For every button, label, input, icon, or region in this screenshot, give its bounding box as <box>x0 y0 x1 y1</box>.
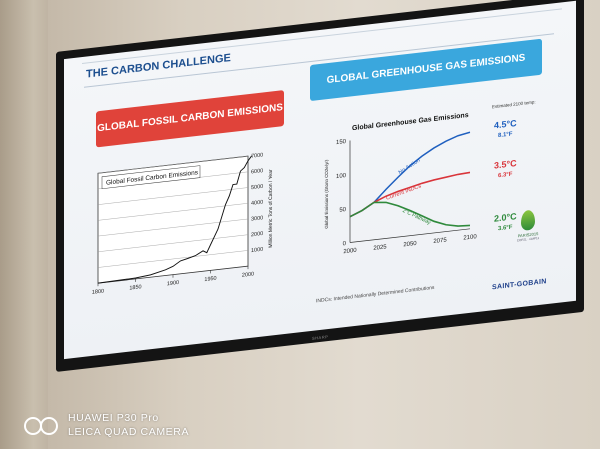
grid-line <box>98 234 248 252</box>
temp-c-label: 2.0°C <box>494 211 517 224</box>
y-axis-label: Global Emissions (Gtonn CO2e/yr) <box>324 159 329 229</box>
x-tick-label: 2000 <box>242 271 254 278</box>
x-tick-label: 2075 <box>433 237 447 245</box>
y-tick-label: 5000 <box>251 184 263 191</box>
y-tick-label: 6000 <box>251 168 263 175</box>
x-axis <box>350 228 470 243</box>
grid-line <box>98 187 248 205</box>
y-tick-label: 150 <box>336 139 347 146</box>
x-tick-label: 2100 <box>463 234 477 242</box>
ghg-emissions-chart: Global Greenhouse Gas Emissions Estimated… <box>324 99 536 256</box>
fossil-emissions-chart: 1000 2000 3000 4000 5000 6000 7000 1800 1850 1900… <box>92 152 274 296</box>
y-tick-label: 50 <box>339 207 346 214</box>
x-tick-label: 1950 <box>204 276 216 283</box>
camera-rings-icon <box>24 416 60 435</box>
x-tick-label: 1850 <box>129 284 141 291</box>
chart-title-box <box>101 165 201 190</box>
temp-f-label: 3.6°F <box>498 225 513 233</box>
series-line <box>349 201 471 227</box>
slide-title: THE CARBON CHALLENGE <box>86 52 231 81</box>
y-tick-label: 4000 <box>251 200 263 207</box>
temp-f-label: 8.1°F <box>498 131 513 139</box>
x-tick-label: 1800 <box>92 289 104 296</box>
leaf-icon <box>521 209 535 232</box>
tv-frame: THE CARBON CHALLENGE GLOBAL FOSSIL CARBO… <box>56 0 584 372</box>
temp-c-label: 3.5°C <box>494 158 517 171</box>
fossil-carbon-banner: GLOBAL FOSSIL CARBON EMISSIONS <box>96 90 284 148</box>
y-tick-label: 3000 <box>251 215 263 222</box>
wall-pillar <box>0 0 48 449</box>
watermark-line-2: LEICA QUAD CAMERA <box>68 426 190 438</box>
grid-line <box>98 203 248 221</box>
series-line <box>349 131 471 218</box>
legend-header: Estimated 2100 temp: <box>492 99 536 109</box>
grid-line <box>98 218 248 237</box>
temp-f-label: 6.3°F <box>498 172 513 180</box>
indc-footnote: INDCs: Intended Nationally Determined Co… <box>316 284 435 305</box>
chart-title: Global Greenhouse Gas Emissions <box>352 112 469 132</box>
y-tick-label: 1000 <box>251 247 263 254</box>
series-label: Current INDCs <box>386 183 423 201</box>
camera-watermark: HUAWEI P30 Pro LEICA QUAD CAMERA <box>24 411 189 439</box>
grid-line <box>98 155 248 174</box>
series-label: No Action <box>398 158 422 176</box>
saint-gobain-logo: SAINT-GOBAIN <box>492 278 547 292</box>
emissions-line <box>97 155 253 284</box>
x-tick-label: 1900 <box>167 280 179 287</box>
y-axis-label: Million Metric Tons of Carbon / Year <box>268 169 274 248</box>
tv-brand: SHARP <box>312 333 329 341</box>
y-tick-label: 100 <box>336 173 347 180</box>
paris-cop21-logo: PARIS2015 COP21 · CMP11 <box>510 208 546 243</box>
series-label: 2°C Pathway <box>401 208 432 226</box>
tv-screen: THE CARBON CHALLENGE GLOBAL FOSSIL CARBO… <box>64 0 576 360</box>
grid-line <box>98 250 248 268</box>
x-tick-label: 2025 <box>373 244 387 252</box>
x-tick-label: 2050 <box>403 241 417 249</box>
watermark-line-1: HUAWEI P30 Pro <box>68 412 159 424</box>
y-tick-label: 2000 <box>251 231 263 238</box>
temp-c-label: 4.5°C <box>494 118 517 131</box>
y-tick-label: 7000 <box>251 152 263 159</box>
y-tick-label: 0 <box>343 241 347 247</box>
x-tick-label: 2000 <box>343 248 357 256</box>
